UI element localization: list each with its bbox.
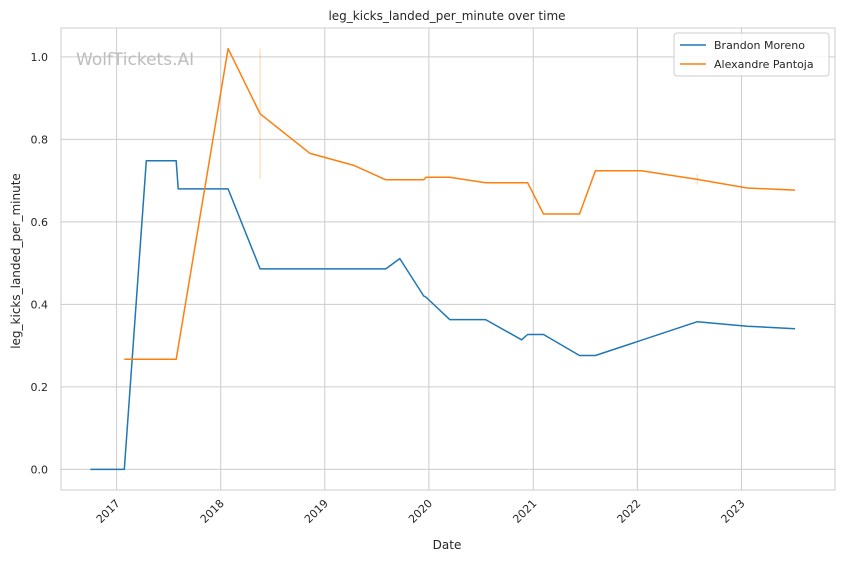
x-axis-label: Date	[433, 538, 462, 552]
watermark: WolfTickets.AI	[76, 50, 194, 70]
y-tick-0.2: 0.2	[31, 381, 49, 394]
y-tick-1.0: 1.0	[31, 51, 49, 64]
plot-border	[60, 27, 836, 491]
y-tick-0.8: 0.8	[31, 133, 49, 146]
chart-title: leg_kicks_landed_per_minute over time	[328, 9, 565, 23]
legend-box	[673, 32, 830, 77]
y-axis-label: leg_kicks_landed_per_minute	[9, 173, 23, 349]
series-line-brandon-moreno	[90, 160, 796, 471]
legend-label-alexandre-pantoja: Alexandre Pantoja	[714, 58, 814, 71]
y-tick-0.6: 0.6	[31, 216, 49, 229]
series-line-alexandre-pantoja	[124, 47, 796, 360]
y-tick-0.0: 0.0	[31, 463, 49, 476]
grid-lines	[61, 28, 835, 490]
plot-area	[61, 28, 835, 490]
legend-label-brandon-moreno: Brandon Moreno	[714, 39, 805, 52]
series-lines	[90, 47, 796, 471]
y-tick-0.4: 0.4	[31, 298, 49, 311]
legend: Brandon Moreno Alexandre Pantoja	[673, 32, 830, 77]
y-tick-labels: 0.0 0.2 0.4 0.6 0.8 1.0	[31, 51, 49, 477]
